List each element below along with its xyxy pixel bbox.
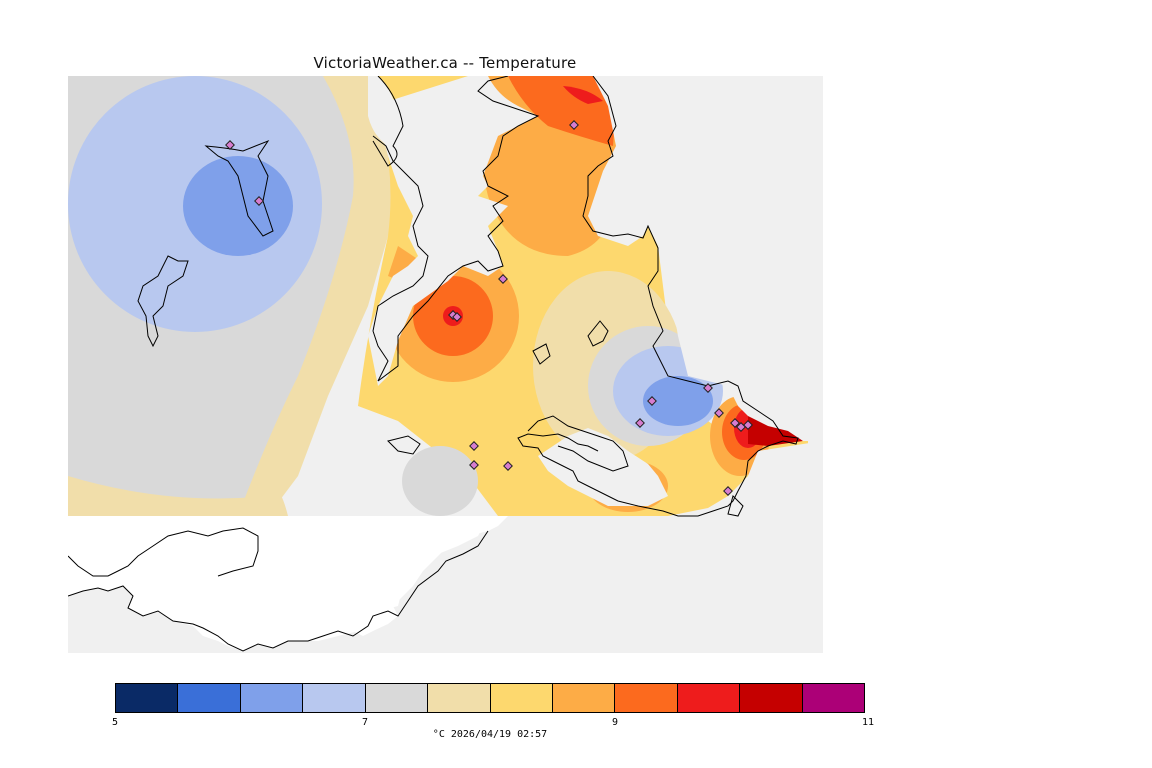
station-marker[interactable] xyxy=(569,120,579,130)
station-marker[interactable] xyxy=(452,312,462,322)
legend-caption: °C 2026/04/19 02:57 xyxy=(432,729,548,740)
station-marker[interactable] xyxy=(503,461,513,471)
station-marker[interactable] xyxy=(225,140,235,150)
station-marker[interactable] xyxy=(730,418,740,428)
legend-swatch xyxy=(116,684,179,712)
legend-swatch xyxy=(303,684,366,712)
temperature-map[interactable] xyxy=(68,76,823,653)
map-svg xyxy=(68,76,823,653)
legend-swatch xyxy=(677,684,741,712)
legend-swatch xyxy=(178,684,241,712)
station-marker[interactable] xyxy=(254,196,264,206)
stations xyxy=(225,120,753,496)
station-marker[interactable] xyxy=(723,486,733,496)
station-marker[interactable] xyxy=(498,274,508,284)
legend-tick-label: 5 xyxy=(112,717,119,728)
station-marker[interactable] xyxy=(743,420,753,430)
legend-swatch xyxy=(490,684,553,712)
legend-swatch xyxy=(428,684,491,712)
station-marker[interactable] xyxy=(469,441,479,451)
legend-tick-label: 9 xyxy=(612,717,619,728)
station-marker[interactable] xyxy=(647,396,657,406)
station-marker[interactable] xyxy=(469,460,479,470)
color-legend xyxy=(115,683,865,713)
station-marker[interactable] xyxy=(703,383,713,393)
legend-tick-label: 11 xyxy=(862,717,875,728)
map-title: VictoriaWeather.ca -- Temperature xyxy=(313,54,577,72)
legend-swatch xyxy=(740,684,803,712)
legend-swatch xyxy=(240,684,304,712)
legend-swatch xyxy=(365,684,429,712)
legend-tick-label: 7 xyxy=(362,717,369,728)
water-mask xyxy=(368,76,823,516)
legend-color-bar xyxy=(115,683,865,713)
station-marker[interactable] xyxy=(714,408,724,418)
station-marker[interactable] xyxy=(635,418,645,428)
legend-swatch xyxy=(802,684,865,712)
legend-swatch xyxy=(552,684,616,712)
coastlines xyxy=(68,76,799,652)
station-marker[interactable] xyxy=(736,422,746,432)
legend-swatch xyxy=(615,684,678,712)
